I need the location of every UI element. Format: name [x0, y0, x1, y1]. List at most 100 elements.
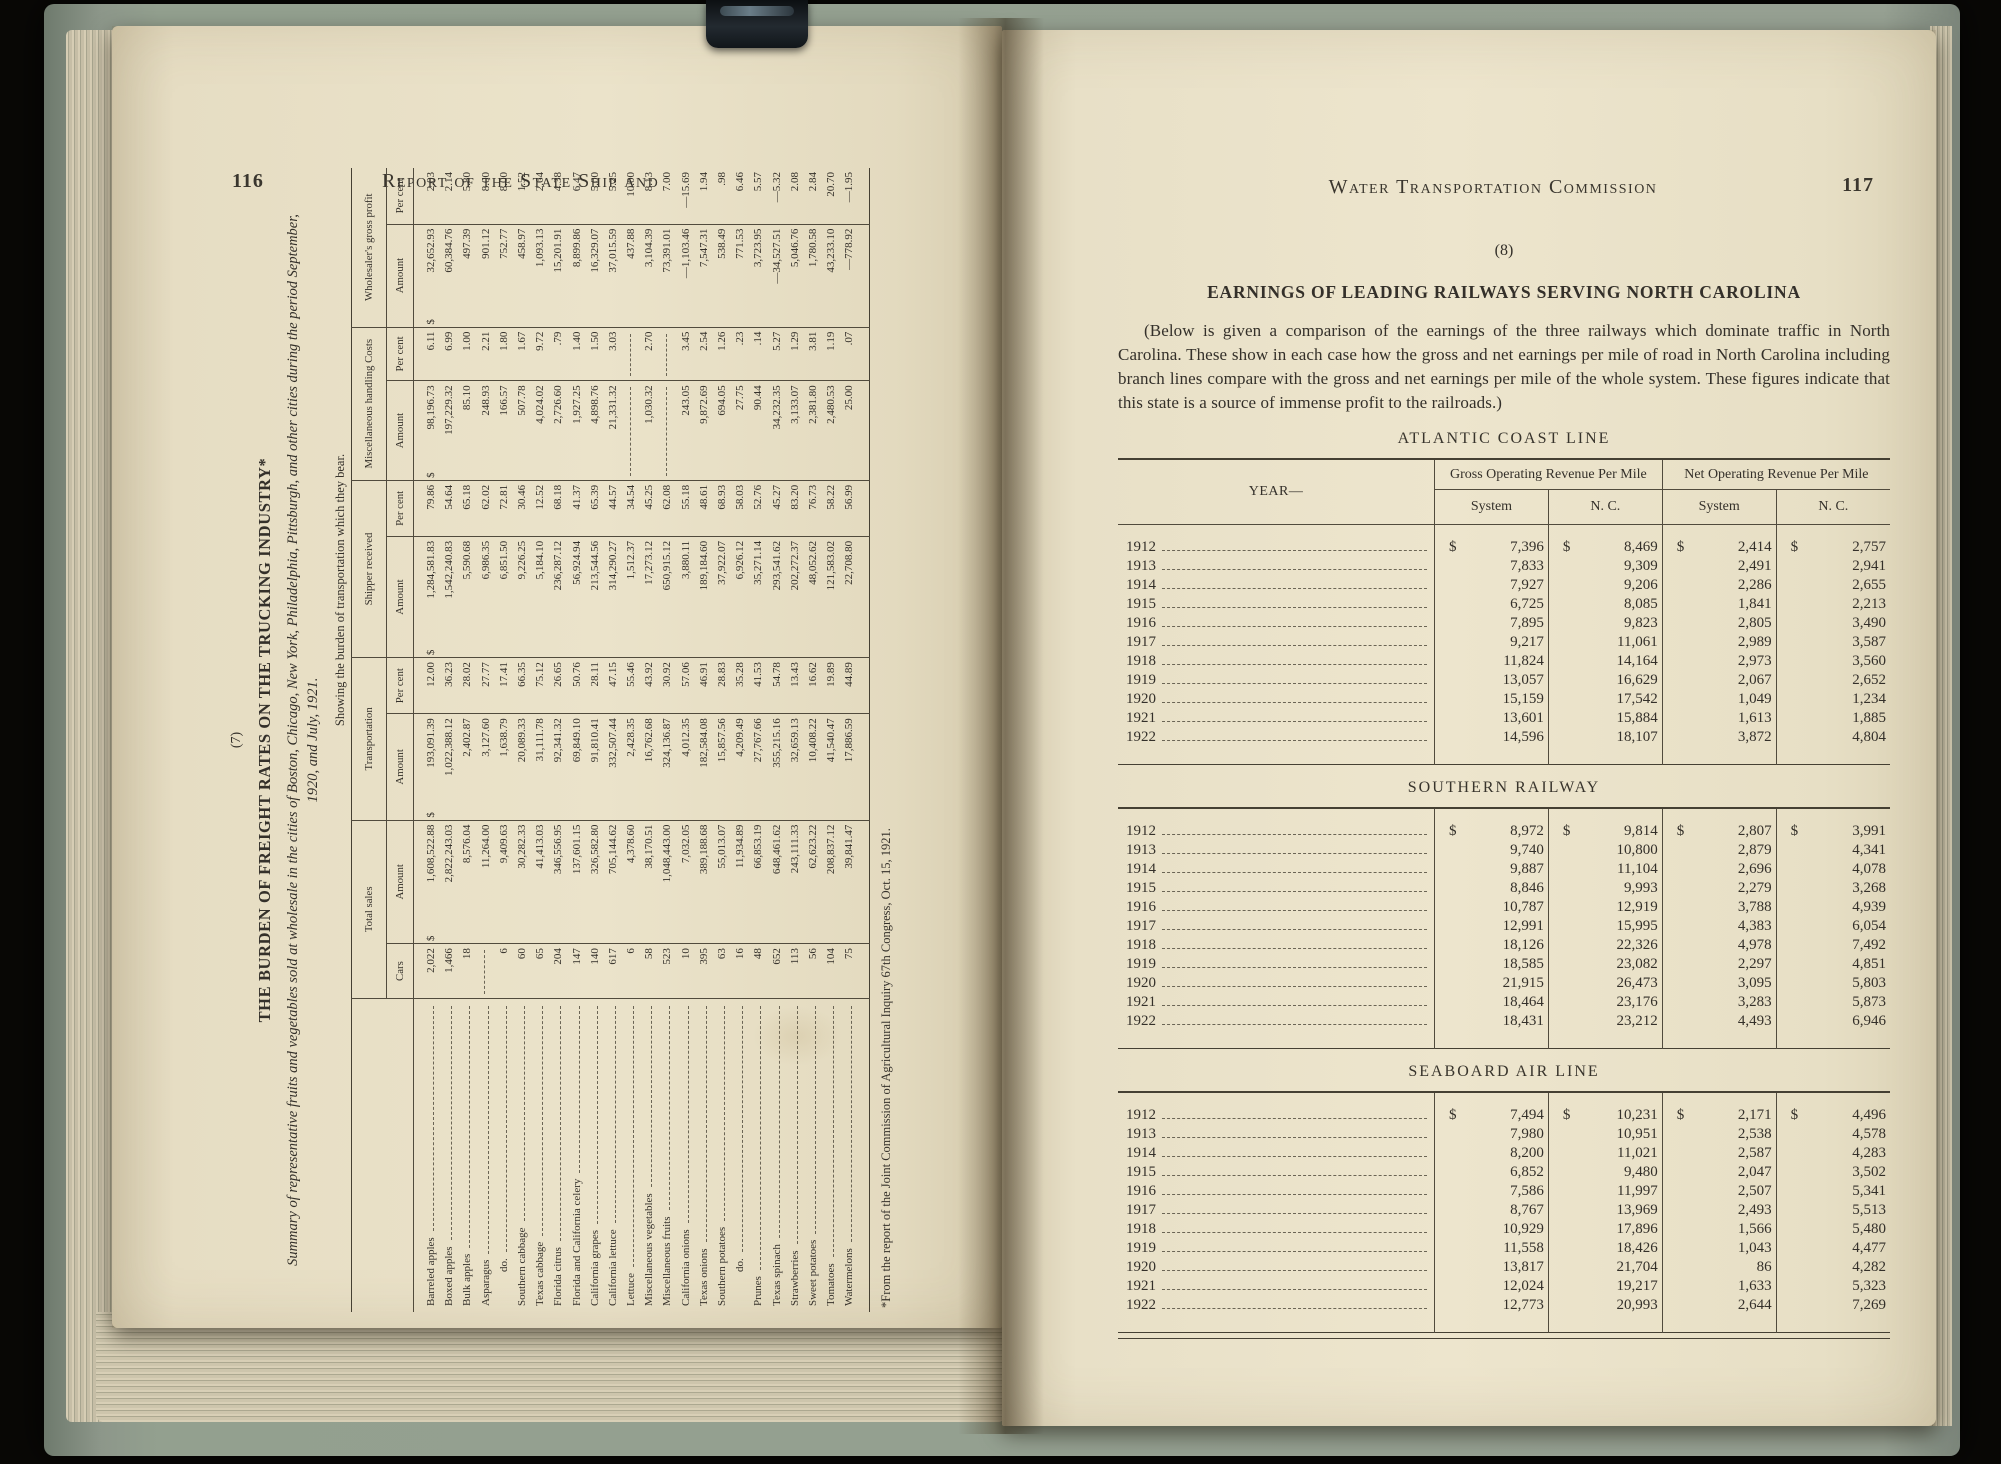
value-cell: 48.61 — [695, 480, 714, 537]
value-cell: 14,596 — [1434, 727, 1549, 764]
value-cell: 9,887 — [1434, 859, 1549, 879]
binder-clip — [706, 0, 808, 48]
value-cell: 68.93 — [713, 480, 732, 537]
value-cell: 4,012.35 — [677, 713, 696, 821]
right-page-number: 117 — [1842, 174, 1874, 196]
value-cell — [658, 327, 678, 381]
row-label-cell: 1921 — [1118, 709, 1435, 728]
value-cell: 30.46 — [513, 480, 532, 537]
table-row: 1918 11,824 14,164 2,973 3,560 — [1118, 651, 1890, 671]
value-cell: 197,229.32 — [440, 380, 459, 481]
table-row: Sweet potatoes 56 62,623.22 10,408.22 16.62 4… — [804, 168, 823, 1312]
value-cell: 6,852 — [1434, 1162, 1549, 1182]
value-cell: 113 — [786, 943, 805, 999]
table-row: 1915 6,725 8,085 1,841 2,213 — [1118, 594, 1890, 614]
value-cell: 18,464 — [1434, 992, 1549, 1012]
row-label-cell: Miscellaneous fruits — [659, 999, 677, 1312]
table-row: 1916 7,895 9,823 2,805 3,490 — [1118, 613, 1890, 633]
value-cell: 5.27 — [768, 327, 787, 381]
value-cell: 10,408.22 — [804, 713, 823, 821]
row-label-cell: 1917 — [1118, 1201, 1435, 1220]
value-cell: 523 — [658, 943, 678, 999]
value-cell: 1,466 — [440, 943, 459, 999]
value-cell: 21,331.32 — [604, 380, 623, 481]
value-cell: 10,787 — [1434, 897, 1549, 917]
value-cell: 22,326 — [1547, 935, 1663, 955]
value-cell: 104 — [822, 943, 841, 999]
value-cell: 28.11 — [586, 657, 605, 714]
table-row: Texas spinach 652 648,461.62 355,215.16 54.7… — [768, 168, 787, 1312]
value-cell: 76.73 — [804, 480, 823, 537]
value-cell: 213,544.56 — [586, 536, 605, 658]
value-cell: 6,986.35 — [477, 536, 496, 658]
gross-revenue-header: Gross Operating Revenue Per Mile — [1434, 458, 1663, 490]
value-cell: $2,414 — [1661, 524, 1777, 557]
table-row: Miscellaneous vegetables 58 38,170.51 16,76… — [640, 168, 659, 1312]
value-cell: 21,704 — [1547, 1257, 1663, 1277]
value-cell: 34.54 — [622, 480, 641, 537]
value-cell: 1.67 — [513, 327, 532, 381]
figure-number: (7) — [229, 731, 244, 749]
row-label-cell: 1913 — [1118, 557, 1435, 576]
value-cell: 11,021 — [1547, 1143, 1663, 1163]
table-row: 1917 8,767 13,969 2,493 5,513 — [1118, 1200, 1890, 1220]
row-label-cell: 1914 — [1118, 1144, 1435, 1163]
value-cell: 32,659.13 — [786, 713, 805, 821]
value-cell: 4,898.76 — [586, 380, 605, 481]
value-cell: 8,899.86 — [568, 224, 587, 328]
value-cell: 324,136.87 — [658, 713, 678, 821]
railway-table-seaboard: 1912 $7,494 $10,231 $2,171 $4,496 1913 7,980 10… — [1118, 1090, 1890, 1333]
value-cell: 1,093.13 — [531, 224, 550, 328]
value-cell: $1,284,581.83 — [413, 536, 441, 658]
value-cell: 38,170.51 — [640, 820, 659, 944]
row-label-cell: 1919 — [1118, 955, 1435, 974]
table-row: 1912 $7,494 $10,231 $2,171 $4,496 — [1118, 1091, 1890, 1125]
value-cell: 62,623.22 — [804, 820, 823, 944]
value-cell: 1.29 — [786, 327, 805, 381]
value-cell: $9,814 — [1547, 807, 1663, 841]
value-cell: 54.78 — [768, 657, 787, 714]
value-cell: 1,638.79 — [495, 713, 514, 821]
value-cell: 58.03 — [731, 480, 750, 537]
value-cell: 4,282 — [1775, 1257, 1890, 1277]
value-cell: 4,939 — [1775, 897, 1890, 917]
value-cell: 12.52 — [531, 480, 550, 537]
value-cell: 56 — [804, 943, 823, 999]
value-cell: 62.08 — [658, 480, 678, 537]
value-cell: 23,212 — [1547, 1011, 1663, 1048]
value-cell: 6.99 — [440, 327, 459, 381]
value-cell: 2.54 — [695, 327, 714, 381]
col-amount: Amount — [386, 820, 414, 944]
value-cell: 60 — [513, 943, 532, 999]
value-cell: 6,946 — [1775, 1011, 1890, 1048]
row-label-cell: do. — [495, 999, 513, 1312]
value-cell: 7.00 — [658, 168, 678, 225]
value-cell: 166.57 — [495, 380, 514, 481]
value-cell: 140 — [586, 943, 605, 999]
value-cell: 43.92 — [640, 657, 659, 714]
value-cell: 15,857.56 — [713, 713, 732, 821]
value-cell: 11,824 — [1434, 651, 1549, 671]
value-cell: 2,286 — [1661, 575, 1777, 595]
value-cell: 83.20 — [786, 480, 805, 537]
value-cell: 1,542,240.83 — [440, 536, 459, 658]
row-label-cell: 1922 — [1118, 1296, 1435, 1333]
value-cell: 18,431 — [1434, 1011, 1549, 1048]
value-cell: 12,991 — [1434, 916, 1549, 936]
col-per-cent: Per cent — [386, 480, 414, 537]
value-cell: 2,022 — [413, 943, 441, 999]
value-cell: 652 — [768, 943, 787, 999]
value-cell: 13,969 — [1547, 1200, 1663, 1220]
table-row: 1917 9,217 11,061 2,989 3,587 — [1118, 632, 1890, 652]
value-cell: 56,924.94 — [568, 536, 587, 658]
value-cell: 8,846 — [1434, 878, 1549, 898]
table-row: 1914 9,887 11,104 2,696 4,078 — [1118, 859, 1890, 879]
value-cell: 2.14 — [440, 168, 459, 225]
value-cell: 1,841 — [1661, 594, 1777, 614]
trucking-table-body: Barreled apples 2,022 $1,608,522.88 $193,09… — [413, 168, 870, 1312]
value-cell: 11,061 — [1547, 632, 1663, 652]
table-row: Lettuce 6 4,378.60 2,428.35 55.46 1,512.37 34.… — [622, 168, 641, 1312]
value-cell: 46.91 — [695, 657, 714, 714]
table-row: Southern cabbage 60 30,282.33 20,089.33 66.3… — [513, 168, 532, 1312]
value-cell: 18,107 — [1547, 727, 1663, 764]
